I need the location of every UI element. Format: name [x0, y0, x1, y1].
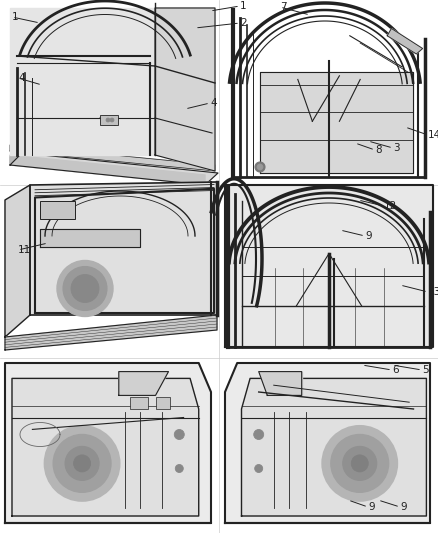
Polygon shape: [10, 145, 22, 165]
Text: 9: 9: [365, 231, 371, 241]
Circle shape: [65, 447, 99, 480]
Polygon shape: [225, 363, 430, 523]
Polygon shape: [225, 185, 433, 347]
Circle shape: [63, 266, 107, 311]
Text: 14: 14: [428, 130, 438, 140]
Polygon shape: [387, 28, 423, 54]
Circle shape: [322, 426, 397, 501]
Polygon shape: [155, 8, 215, 171]
Circle shape: [257, 164, 263, 170]
Polygon shape: [259, 372, 302, 395]
Polygon shape: [10, 155, 205, 185]
Text: 3: 3: [393, 143, 399, 153]
Polygon shape: [241, 378, 427, 516]
Text: 11: 11: [18, 245, 31, 255]
Polygon shape: [40, 229, 140, 246]
Polygon shape: [10, 145, 215, 171]
Text: 2: 2: [240, 18, 247, 28]
Text: 9: 9: [368, 502, 374, 512]
Polygon shape: [30, 182, 217, 315]
Circle shape: [254, 430, 264, 440]
Text: 6: 6: [392, 365, 399, 375]
Circle shape: [57, 261, 113, 317]
Polygon shape: [5, 315, 217, 350]
Circle shape: [71, 274, 99, 303]
Circle shape: [174, 430, 184, 440]
Text: 13: 13: [428, 287, 438, 297]
Text: 1: 1: [12, 12, 19, 22]
Polygon shape: [119, 372, 169, 395]
Polygon shape: [10, 153, 218, 185]
Bar: [40, 200, 75, 219]
Text: 12: 12: [384, 201, 397, 211]
Circle shape: [351, 455, 368, 472]
Circle shape: [331, 434, 389, 492]
Text: 9: 9: [400, 502, 406, 512]
Text: 5: 5: [422, 365, 429, 375]
Polygon shape: [5, 185, 30, 337]
Bar: [155, 397, 170, 409]
Polygon shape: [12, 378, 199, 516]
Circle shape: [106, 118, 110, 122]
Circle shape: [255, 464, 263, 472]
Circle shape: [255, 162, 265, 172]
Circle shape: [53, 434, 111, 492]
Text: 4: 4: [18, 73, 25, 83]
Polygon shape: [5, 363, 211, 523]
Text: 8: 8: [375, 145, 381, 155]
Circle shape: [74, 455, 91, 472]
Text: 7: 7: [280, 2, 286, 12]
Circle shape: [343, 447, 377, 480]
Text: 4: 4: [210, 98, 217, 108]
Polygon shape: [10, 8, 155, 155]
Bar: [100, 115, 118, 125]
Circle shape: [175, 464, 183, 472]
Circle shape: [110, 118, 114, 122]
Bar: [130, 397, 148, 409]
Circle shape: [45, 426, 120, 501]
Polygon shape: [260, 72, 413, 173]
Text: 1: 1: [240, 1, 247, 11]
